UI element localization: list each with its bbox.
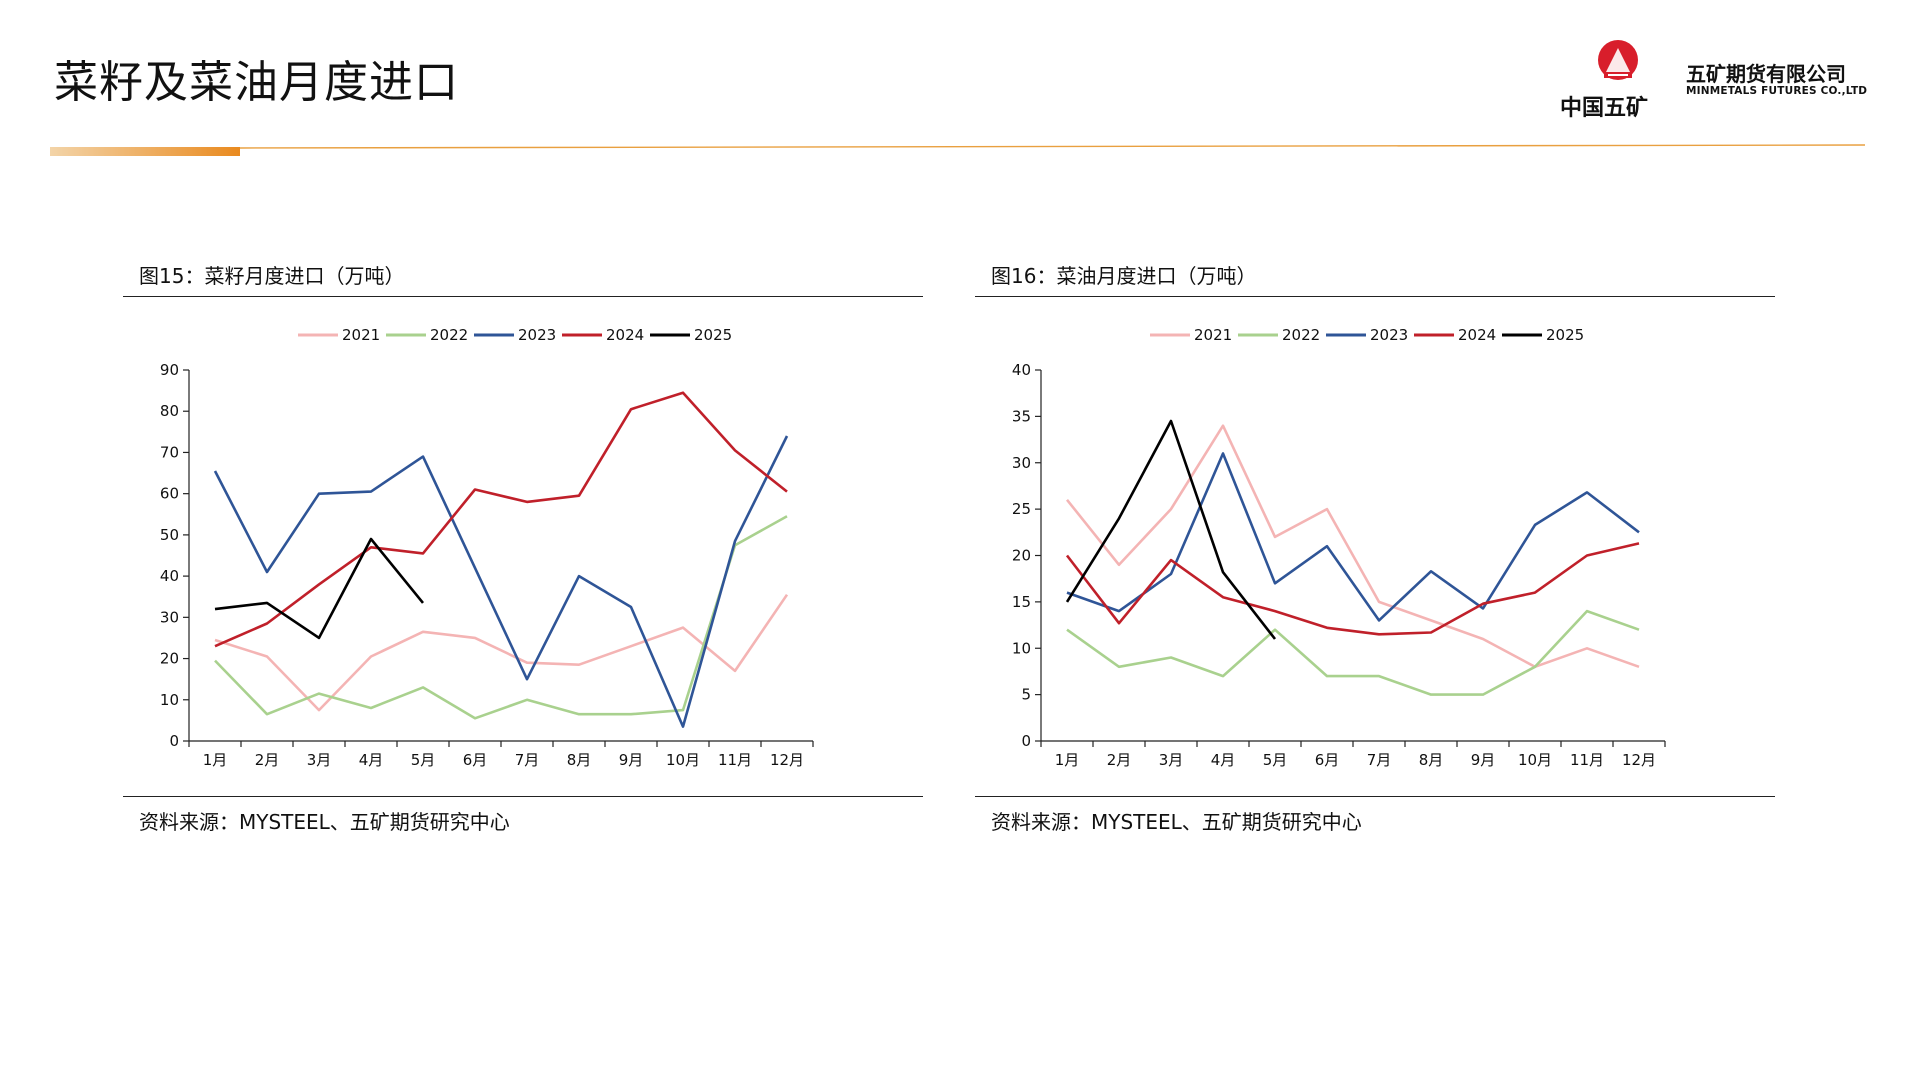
x-tick-label: 1月 bbox=[203, 751, 228, 769]
x-tick-label: 4月 bbox=[1211, 751, 1236, 769]
legend-label-2021: 2021 bbox=[342, 326, 380, 344]
x-tick-label: 3月 bbox=[307, 751, 332, 769]
chart-source: 资料来源：MYSTEEL、五矿期货研究中心 bbox=[991, 810, 1362, 834]
chart-legend: 2021 2022 2023 2024 2025 bbox=[1150, 326, 1584, 344]
series-line-2024 bbox=[214, 391, 788, 648]
y-tick-label: 50 bbox=[160, 526, 179, 544]
series-line-2025 bbox=[214, 537, 425, 640]
logo-company-cn: 五矿期货有限公司 bbox=[1686, 62, 1846, 86]
chart-top-rule bbox=[975, 296, 1775, 297]
page-title: 菜籽及菜油月度进口 bbox=[54, 57, 459, 108]
y-tick-label: 60 bbox=[160, 485, 179, 503]
series-line-2023 bbox=[213, 435, 789, 728]
series-line-2021 bbox=[214, 593, 789, 712]
minmetals-emblem-icon bbox=[1598, 40, 1638, 80]
legend-label-2024: 2024 bbox=[606, 326, 644, 344]
x-tick-label: 3月 bbox=[1159, 751, 1184, 769]
y-tick-label: 15 bbox=[1012, 593, 1031, 611]
x-tick-label: 6月 bbox=[463, 751, 488, 769]
series-line-2024 bbox=[1065, 542, 1640, 636]
y-tick-label: 30 bbox=[160, 608, 179, 626]
y-tick-label: 40 bbox=[1012, 361, 1031, 379]
chart-bottom-rule bbox=[975, 796, 1775, 797]
legend-label-2021: 2021 bbox=[1194, 326, 1232, 344]
x-tick-label: 4月 bbox=[359, 751, 384, 769]
series-line-2025 bbox=[1065, 419, 1277, 640]
chart-legend: 2021 2022 2023 2024 2025 bbox=[298, 326, 732, 344]
y-tick-label: 30 bbox=[1012, 454, 1031, 472]
x-tick-label: 12月 bbox=[770, 751, 804, 769]
y-tick-label: 5 bbox=[1021, 686, 1031, 704]
y-tick-label: 20 bbox=[160, 650, 179, 668]
legend-label-2022: 2022 bbox=[1282, 326, 1320, 344]
header-divider bbox=[50, 144, 1866, 156]
y-tick-label: 20 bbox=[1012, 547, 1031, 565]
chart-top-rule bbox=[123, 296, 923, 297]
x-tick-label: 10月 bbox=[666, 751, 700, 769]
y-tick-label: 70 bbox=[160, 443, 179, 461]
x-tick-label: 11月 bbox=[718, 751, 752, 769]
y-tick-label: 90 bbox=[160, 361, 179, 379]
series-line-2021 bbox=[1065, 424, 1640, 669]
logo-company-en: MINMETALS FUTURES CO.,LTD bbox=[1686, 85, 1868, 97]
legend-label-2024: 2024 bbox=[1458, 326, 1496, 344]
chart-title: 图16：菜油月度进口（万吨） bbox=[991, 264, 1257, 288]
x-tick-label: 2月 bbox=[255, 751, 280, 769]
x-tick-label: 11月 bbox=[1570, 751, 1604, 769]
y-tick-label: 10 bbox=[160, 691, 179, 709]
x-tick-label: 12月 bbox=[1622, 751, 1656, 769]
chart-title: 图15：菜籽月度进口（万吨） bbox=[139, 264, 405, 288]
y-tick-label: 0 bbox=[1021, 732, 1031, 750]
legend-label-2022: 2022 bbox=[430, 326, 468, 344]
x-tick-label: 2月 bbox=[1107, 751, 1132, 769]
y-tick-label: 25 bbox=[1012, 500, 1031, 518]
logo-brand-cn: 中国五矿 bbox=[1560, 96, 1649, 121]
x-tick-label: 9月 bbox=[1471, 751, 1496, 769]
y-tick-label: 80 bbox=[160, 402, 179, 420]
x-tick-label: 10月 bbox=[1518, 751, 1552, 769]
series-line-2022 bbox=[214, 515, 788, 720]
legend-label-2023: 2023 bbox=[1370, 326, 1408, 344]
x-tick-label: 8月 bbox=[1419, 751, 1444, 769]
series-line-2022 bbox=[1066, 609, 1640, 696]
y-tick-label: 10 bbox=[1012, 639, 1031, 657]
y-tick-label: 35 bbox=[1012, 407, 1031, 425]
x-tick-label: 6月 bbox=[1315, 751, 1340, 769]
x-tick-label: 5月 bbox=[1263, 751, 1288, 769]
chart-source: 资料来源：MYSTEEL、五矿期货研究中心 bbox=[139, 810, 510, 834]
y-tick-label: 0 bbox=[169, 732, 179, 750]
rapeseed-import-chart: 2021 2022 2023 2024 2025 0 10 20 30 40 50 60 70 80 90 1… bbox=[160, 326, 814, 769]
x-tick-label: 5月 bbox=[411, 751, 436, 769]
legend-label-2023: 2023 bbox=[518, 326, 556, 344]
x-tick-label: 8月 bbox=[567, 751, 592, 769]
company-logo: 中国五矿 五矿期货有限公司 MINMETALS FUTURES CO.,LTD bbox=[1560, 38, 1870, 122]
x-tick-label: 7月 bbox=[515, 751, 540, 769]
series-line-2023 bbox=[1066, 452, 1640, 622]
x-tick-label: 7月 bbox=[1367, 751, 1392, 769]
legend-label-2025: 2025 bbox=[694, 326, 732, 344]
chart-panel-rapeseed-oil: 图16：菜油月度进口（万吨） 2021 2022 2023 2024 2025 0 5 10 1… bbox=[975, 248, 1775, 848]
x-tick-label: 1月 bbox=[1055, 751, 1080, 769]
x-tick-label: 9月 bbox=[619, 751, 644, 769]
chart-bottom-rule bbox=[123, 796, 923, 797]
legend-label-2025: 2025 bbox=[1546, 326, 1584, 344]
chart-panel-rapeseed: 图15：菜籽月度进口（万吨） 2021 2022 2023 2024 2025 0 10 20… bbox=[123, 248, 923, 848]
y-tick-label: 40 bbox=[160, 567, 179, 585]
